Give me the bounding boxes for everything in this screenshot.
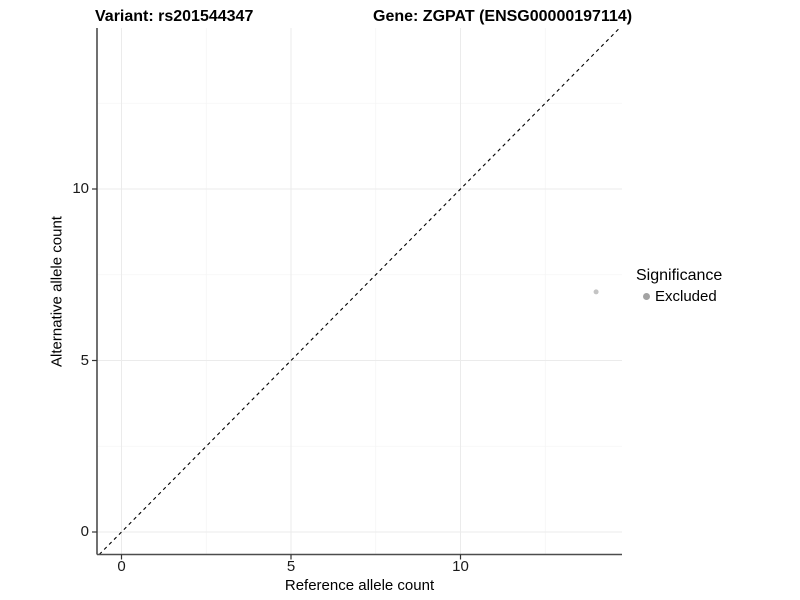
legend-item-label: Excluded: [655, 288, 717, 305]
legend: Significance Excluded: [636, 267, 722, 305]
y-tick-label: 5: [80, 351, 89, 369]
x-axis-title: Reference allele count: [284, 577, 435, 594]
identity-dashed-line: [98, 27, 621, 555]
plot-title-gene: Gene: ZGPAT (ENSG00000197114): [373, 8, 633, 25]
legend-item-excluded: Excluded: [643, 288, 722, 305]
data-point: [593, 289, 599, 295]
y-tick-label: 10: [72, 180, 89, 197]
x-tick-label: 10: [452, 558, 469, 575]
excluded-point-icon: [643, 293, 650, 300]
x-tick-label: 5: [286, 558, 296, 575]
y-tick-label: 0: [80, 523, 89, 540]
x-tick-label: 0: [117, 558, 126, 575]
plot-title-variant: Variant: rs201544347: [95, 8, 254, 25]
legend-title: Significance: [636, 267, 723, 284]
